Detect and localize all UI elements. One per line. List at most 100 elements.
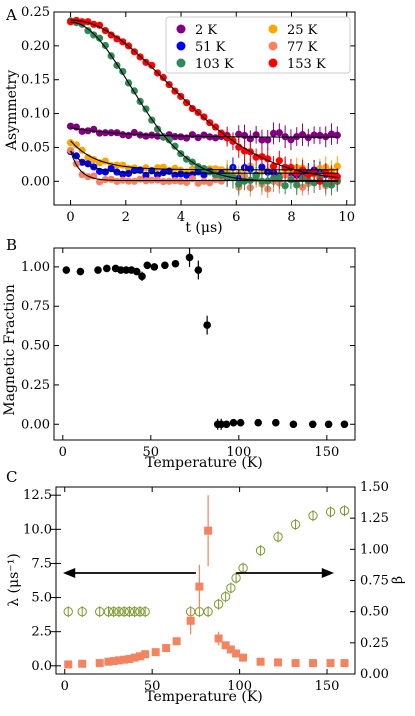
panel-b-data-point — [217, 420, 226, 429]
panel-c-lambda-point — [151, 648, 160, 657]
panel-a-data-point — [90, 31, 98, 39]
panel-a-data-point — [171, 133, 179, 141]
panel-c-lambda-point — [114, 656, 123, 665]
panel-c-lambda-point — [78, 659, 87, 668]
panel-b-data-point — [76, 267, 85, 276]
panel-c-lambda-point — [291, 659, 300, 668]
panel-c-lambda-point — [221, 641, 230, 650]
panel-c-beta-point — [273, 532, 283, 542]
panel-a-data-point — [182, 155, 191, 163]
panel-a-data-point — [107, 31, 115, 39]
panel-a-data-point — [165, 131, 173, 139]
panel-a-data-point — [66, 139, 75, 147]
panel-c-lambda-point — [162, 644, 171, 653]
panel-b-x-axis-label: Temperature (K) — [145, 455, 263, 471]
panel-a-frame — [53, 11, 356, 206]
panel-a-data-point — [130, 177, 138, 185]
panel-a-x-axis-label: t (μs) — [185, 220, 222, 236]
panel-c-beta-point — [77, 606, 87, 617]
panel-c-beta-point — [290, 519, 301, 530]
panel-a-data-point — [275, 129, 283, 137]
panel-c-beta-point — [63, 606, 73, 617]
panel-a-data-point — [142, 164, 150, 172]
panel-a-legend-marker — [268, 58, 278, 68]
panel-a-fit-line — [70, 19, 339, 179]
panel-c-right-y-tick-label: 1.00 — [360, 542, 389, 557]
panel-a-legend-marker — [176, 24, 186, 34]
panel-c-lambda-point — [195, 582, 204, 591]
panel-a-data-point — [72, 141, 80, 149]
panel-a-legend-label: 51 K — [195, 40, 226, 55]
panel-a-y-tick-label: 0.05 — [21, 140, 50, 155]
panel-a-data-point — [78, 146, 86, 154]
panel-b-data-point — [236, 418, 245, 427]
panel-b-data-point — [222, 420, 231, 429]
panel-c-lambda-point — [125, 654, 134, 663]
panel-a-data-point — [211, 176, 220, 184]
panel-c-arrow-left — [62, 567, 196, 578]
panel-a-data-point — [177, 177, 185, 185]
panel-c-lambda-point — [141, 650, 150, 659]
panel-a-data-point — [333, 131, 341, 139]
panel-b-x-tick-label: 0 — [59, 445, 67, 460]
panel-b-data-point — [103, 264, 111, 273]
panel-a-data-point — [275, 174, 283, 182]
panel-c-lambda-point — [256, 657, 265, 666]
panel-a-legend-box — [165, 16, 351, 74]
panel-a-data-point — [159, 73, 167, 82]
panel-c-beta-point — [109, 606, 119, 617]
panel-a-x-tick-label: 10 — [338, 210, 355, 225]
panel-c-left-y-axis-label: λ (μs⁻¹) — [6, 553, 22, 607]
panel-c-right-y-tick-label: 0.50 — [360, 605, 389, 620]
panel-c-right-y-tick-label: 1.25 — [360, 511, 389, 526]
panel-c-x-axis-label: Temperature (K) — [145, 689, 263, 705]
panel-c-right-y-tick-label: 0.75 — [360, 574, 389, 589]
panel-a-legend-marker — [176, 58, 186, 68]
panel-a-data-point — [72, 152, 80, 160]
panel-a-data-point — [333, 162, 341, 170]
panel-a-data-point — [252, 172, 260, 180]
panel-b-data-point — [143, 261, 152, 270]
panel-c-right-y-axis-label: β — [390, 576, 406, 584]
panel-a-data-point — [258, 163, 266, 171]
panel-b-x-tick-label: 50 — [143, 445, 160, 460]
panel-a-data-point — [287, 136, 295, 144]
panel-a-data-point — [333, 173, 341, 181]
panel-a-y-axis-label: Asymmetry — [4, 70, 20, 151]
panel-c-beta-point — [129, 606, 140, 617]
panel-a-data-point — [211, 165, 220, 173]
panel-c-beta-point — [255, 545, 266, 556]
panel-b-frame — [53, 247, 356, 441]
panel-b-data-point — [94, 266, 102, 274]
panel-b-data-point — [117, 266, 125, 274]
panel-c-left-y-tick-label: 10.0 — [23, 522, 52, 537]
panel-label-c: C — [6, 468, 17, 486]
panel-c-lambda-point — [109, 657, 118, 666]
panel-a-legend-label: 25 K — [287, 23, 318, 38]
panel-c-lambda-point — [239, 653, 248, 662]
panel-c-x-tick-label: 150 — [315, 679, 340, 694]
panel-c-beta-point — [308, 510, 318, 521]
panel-c-lambda-point — [120, 655, 129, 664]
panel-a-data-point — [153, 164, 162, 172]
panel-c-right-y-tick-label: 0.00 — [360, 667, 389, 682]
panel-a-y-tick-label: 0.00 — [21, 174, 50, 189]
panel-a-data-point — [194, 179, 202, 187]
panel-a-data-point — [107, 175, 115, 183]
panel-a-y-tick-label: 0.10 — [21, 107, 50, 122]
panel-a-legend-marker — [176, 41, 186, 51]
panel-a-data-point — [165, 177, 173, 185]
panel-a-data-point — [322, 168, 330, 176]
panel-c-beta-point — [135, 606, 145, 617]
panel-a-data-point — [95, 34, 104, 42]
panel-a-data-point — [153, 132, 162, 140]
panel-a-x-tick-label: 0 — [66, 210, 74, 225]
panel-c-arrow-right-head — [321, 567, 335, 578]
panel-b-data-point — [308, 420, 317, 429]
panel-a-data-point — [101, 129, 109, 137]
panel-c-beta-point — [103, 606, 114, 617]
panel-a-data-point — [113, 177, 121, 185]
panel-a-data-point — [235, 180, 243, 188]
panel-c-arrow-left-head — [62, 567, 76, 578]
